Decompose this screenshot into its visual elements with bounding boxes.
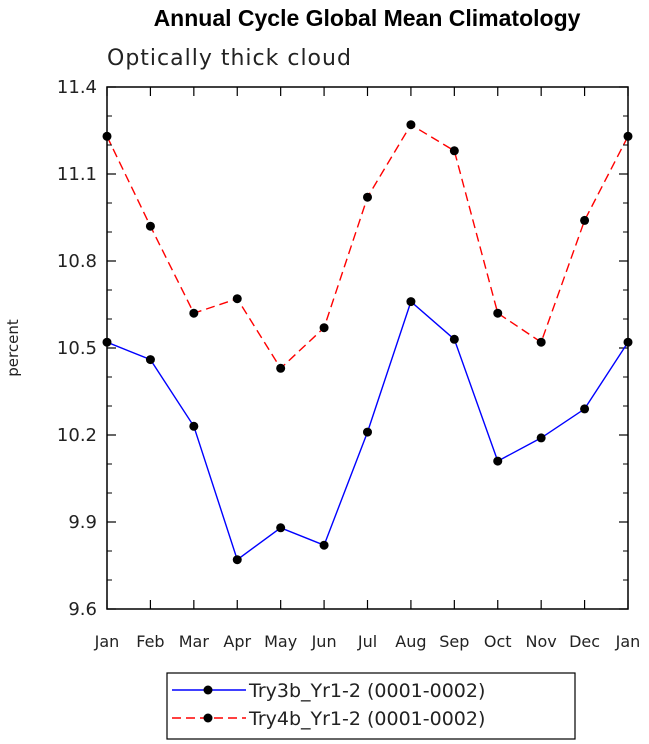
x-tick-label: Aug — [395, 632, 426, 651]
legend-marker — [203, 685, 213, 695]
data-point — [189, 308, 199, 318]
x-tick-label: Mar — [179, 632, 210, 651]
data-point — [363, 192, 372, 202]
data-point — [536, 433, 546, 443]
x-tick-label: Feb — [136, 632, 164, 651]
x-tick-label: Apr — [223, 632, 251, 651]
data-point — [363, 427, 372, 437]
series-1 — [102, 297, 633, 565]
y-axis-ticks: 9.6 9.9 10.2 10.5 10.8 11.1 11.4 — [57, 77, 628, 620]
plot-frame — [106, 86, 629, 610]
legend-label: Try3b_Yr1-2 (0001-0002) — [248, 680, 485, 702]
y-tick-label: 10.8 — [57, 251, 97, 272]
data-point — [276, 523, 286, 533]
data-point — [623, 337, 633, 347]
data-point — [580, 404, 590, 414]
x-tick-label: Nov — [526, 632, 557, 651]
data-point — [406, 120, 416, 130]
legend: Try3b_Yr1-2 (0001-0002) Try4b_Yr1-2 (0001… — [166, 672, 576, 740]
chart-subtitle: Optically thick cloud — [107, 46, 352, 71]
legend-label: Try4b_Yr1-2 (0001-0002) — [248, 708, 485, 730]
y-tick-label: 10.5 — [57, 338, 97, 359]
data-point — [145, 355, 155, 365]
data-point — [493, 456, 503, 466]
x-tick-label: Jan — [94, 632, 120, 651]
x-tick-label: Sep — [439, 632, 469, 651]
data-point — [189, 421, 199, 431]
x-tick-label: Jan — [615, 632, 641, 651]
data-point — [102, 337, 112, 347]
legend-box — [166, 672, 576, 740]
series-layer — [102, 120, 633, 565]
x-tick-label: Jul — [357, 632, 377, 651]
y-tick-label: 9.9 — [68, 512, 97, 533]
x-tick-label: Dec — [569, 632, 600, 651]
series-2 — [102, 120, 633, 373]
data-point — [232, 555, 242, 565]
x-tick-label: Jun — [311, 632, 337, 651]
data-point — [536, 337, 546, 347]
series-line — [106, 123, 629, 370]
data-point — [232, 294, 242, 304]
y-tick-label: 10.2 — [57, 425, 97, 446]
data-point — [319, 540, 329, 550]
y-tick-label: 11.1 — [57, 164, 97, 185]
chart-title: Annual Cycle Global Mean Climatology — [154, 5, 581, 31]
data-point — [406, 297, 416, 307]
data-point — [449, 146, 459, 156]
y-tick-label: 9.6 — [68, 599, 97, 620]
data-point — [102, 131, 112, 141]
data-point — [449, 334, 459, 344]
x-tick-label: Oct — [484, 632, 512, 651]
data-point — [276, 363, 286, 373]
data-point — [319, 323, 329, 333]
x-axis-ticks: Jan Feb Mar Apr May Jun Jul Aug Sep Oct Nov Dec Jan — [94, 87, 641, 651]
data-point — [145, 221, 155, 231]
data-point — [623, 131, 633, 141]
x-tick-label: May — [264, 632, 297, 651]
data-point — [580, 215, 590, 225]
y-axis-label: percent — [4, 319, 22, 377]
data-point — [493, 308, 503, 318]
y-tick-label: 11.4 — [57, 77, 97, 98]
legend-marker — [203, 713, 213, 723]
